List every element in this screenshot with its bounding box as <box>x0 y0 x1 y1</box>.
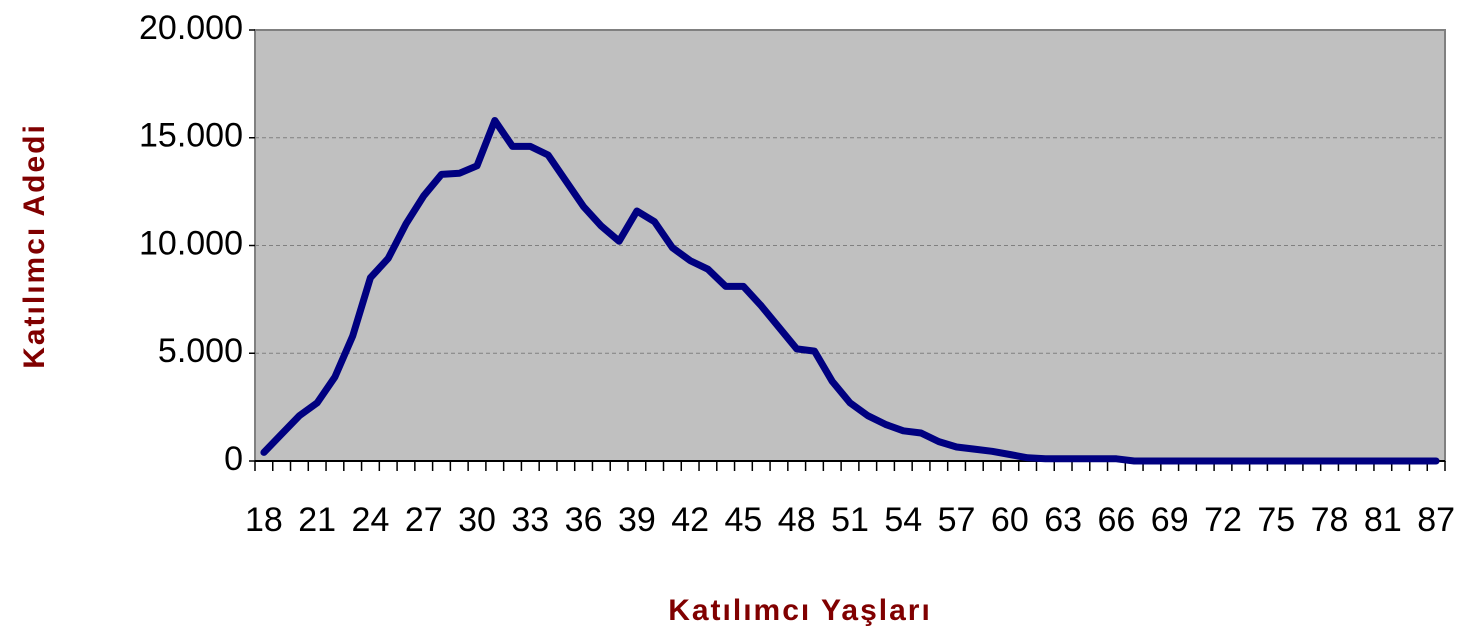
x-tick-label: 69 <box>1151 501 1189 539</box>
y-tick-label: 20.000 <box>139 9 243 47</box>
x-axis-title: Katılımcı Yaşları <box>668 594 932 627</box>
x-tick-label: 39 <box>618 501 656 539</box>
y-axis-title: Katılımcı Adedi <box>18 123 51 369</box>
x-tick-label: 66 <box>1098 501 1136 539</box>
x-tick-label: 27 <box>405 501 443 539</box>
x-tick-label: 21 <box>298 501 336 539</box>
x-tick-label: 81 <box>1364 501 1402 539</box>
x-tick-label: 42 <box>671 501 709 539</box>
y-tick-label: 15.000 <box>139 117 243 155</box>
x-tick-label: 18 <box>245 501 283 539</box>
y-tick-label: 10.000 <box>139 224 243 262</box>
y-tick-label: 0 <box>224 440 243 478</box>
x-tick-label: 78 <box>1311 501 1349 539</box>
x-tick-label: 24 <box>352 501 390 539</box>
x-tick-label: 48 <box>778 501 816 539</box>
x-tick-label: 72 <box>1204 501 1242 539</box>
x-tick-label: 75 <box>1257 501 1295 539</box>
x-tick-label: 63 <box>1044 501 1082 539</box>
x-tick-label: 54 <box>884 501 922 539</box>
y-tick-label: 5.000 <box>158 332 243 370</box>
x-tick-label: 36 <box>565 501 603 539</box>
x-tick-label: 57 <box>938 501 976 539</box>
x-tick-label: 33 <box>511 501 549 539</box>
x-tick-label: 60 <box>991 501 1029 539</box>
x-tick-label: 45 <box>725 501 763 539</box>
x-tick-label: 87 <box>1417 501 1455 539</box>
data-line <box>260 117 1440 465</box>
x-tick-label: 51 <box>831 501 869 539</box>
x-tick-label: 30 <box>458 501 496 539</box>
